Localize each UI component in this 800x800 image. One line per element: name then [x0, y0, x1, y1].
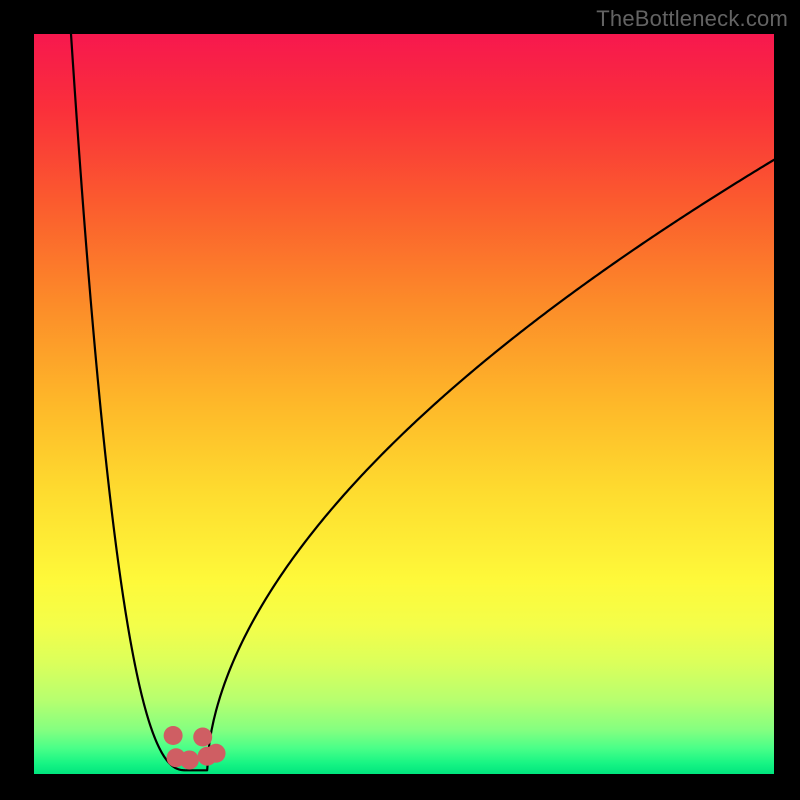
marker-point: [193, 728, 212, 747]
gradient-background: [34, 34, 774, 774]
watermark-text: TheBottleneck.com: [596, 6, 788, 32]
marker-point: [180, 750, 199, 769]
marker-point: [207, 744, 226, 763]
plot-svg: [34, 34, 774, 774]
chart-container: TheBottleneck.com: [0, 0, 800, 800]
plot-area: [34, 34, 774, 774]
marker-point: [164, 726, 183, 745]
